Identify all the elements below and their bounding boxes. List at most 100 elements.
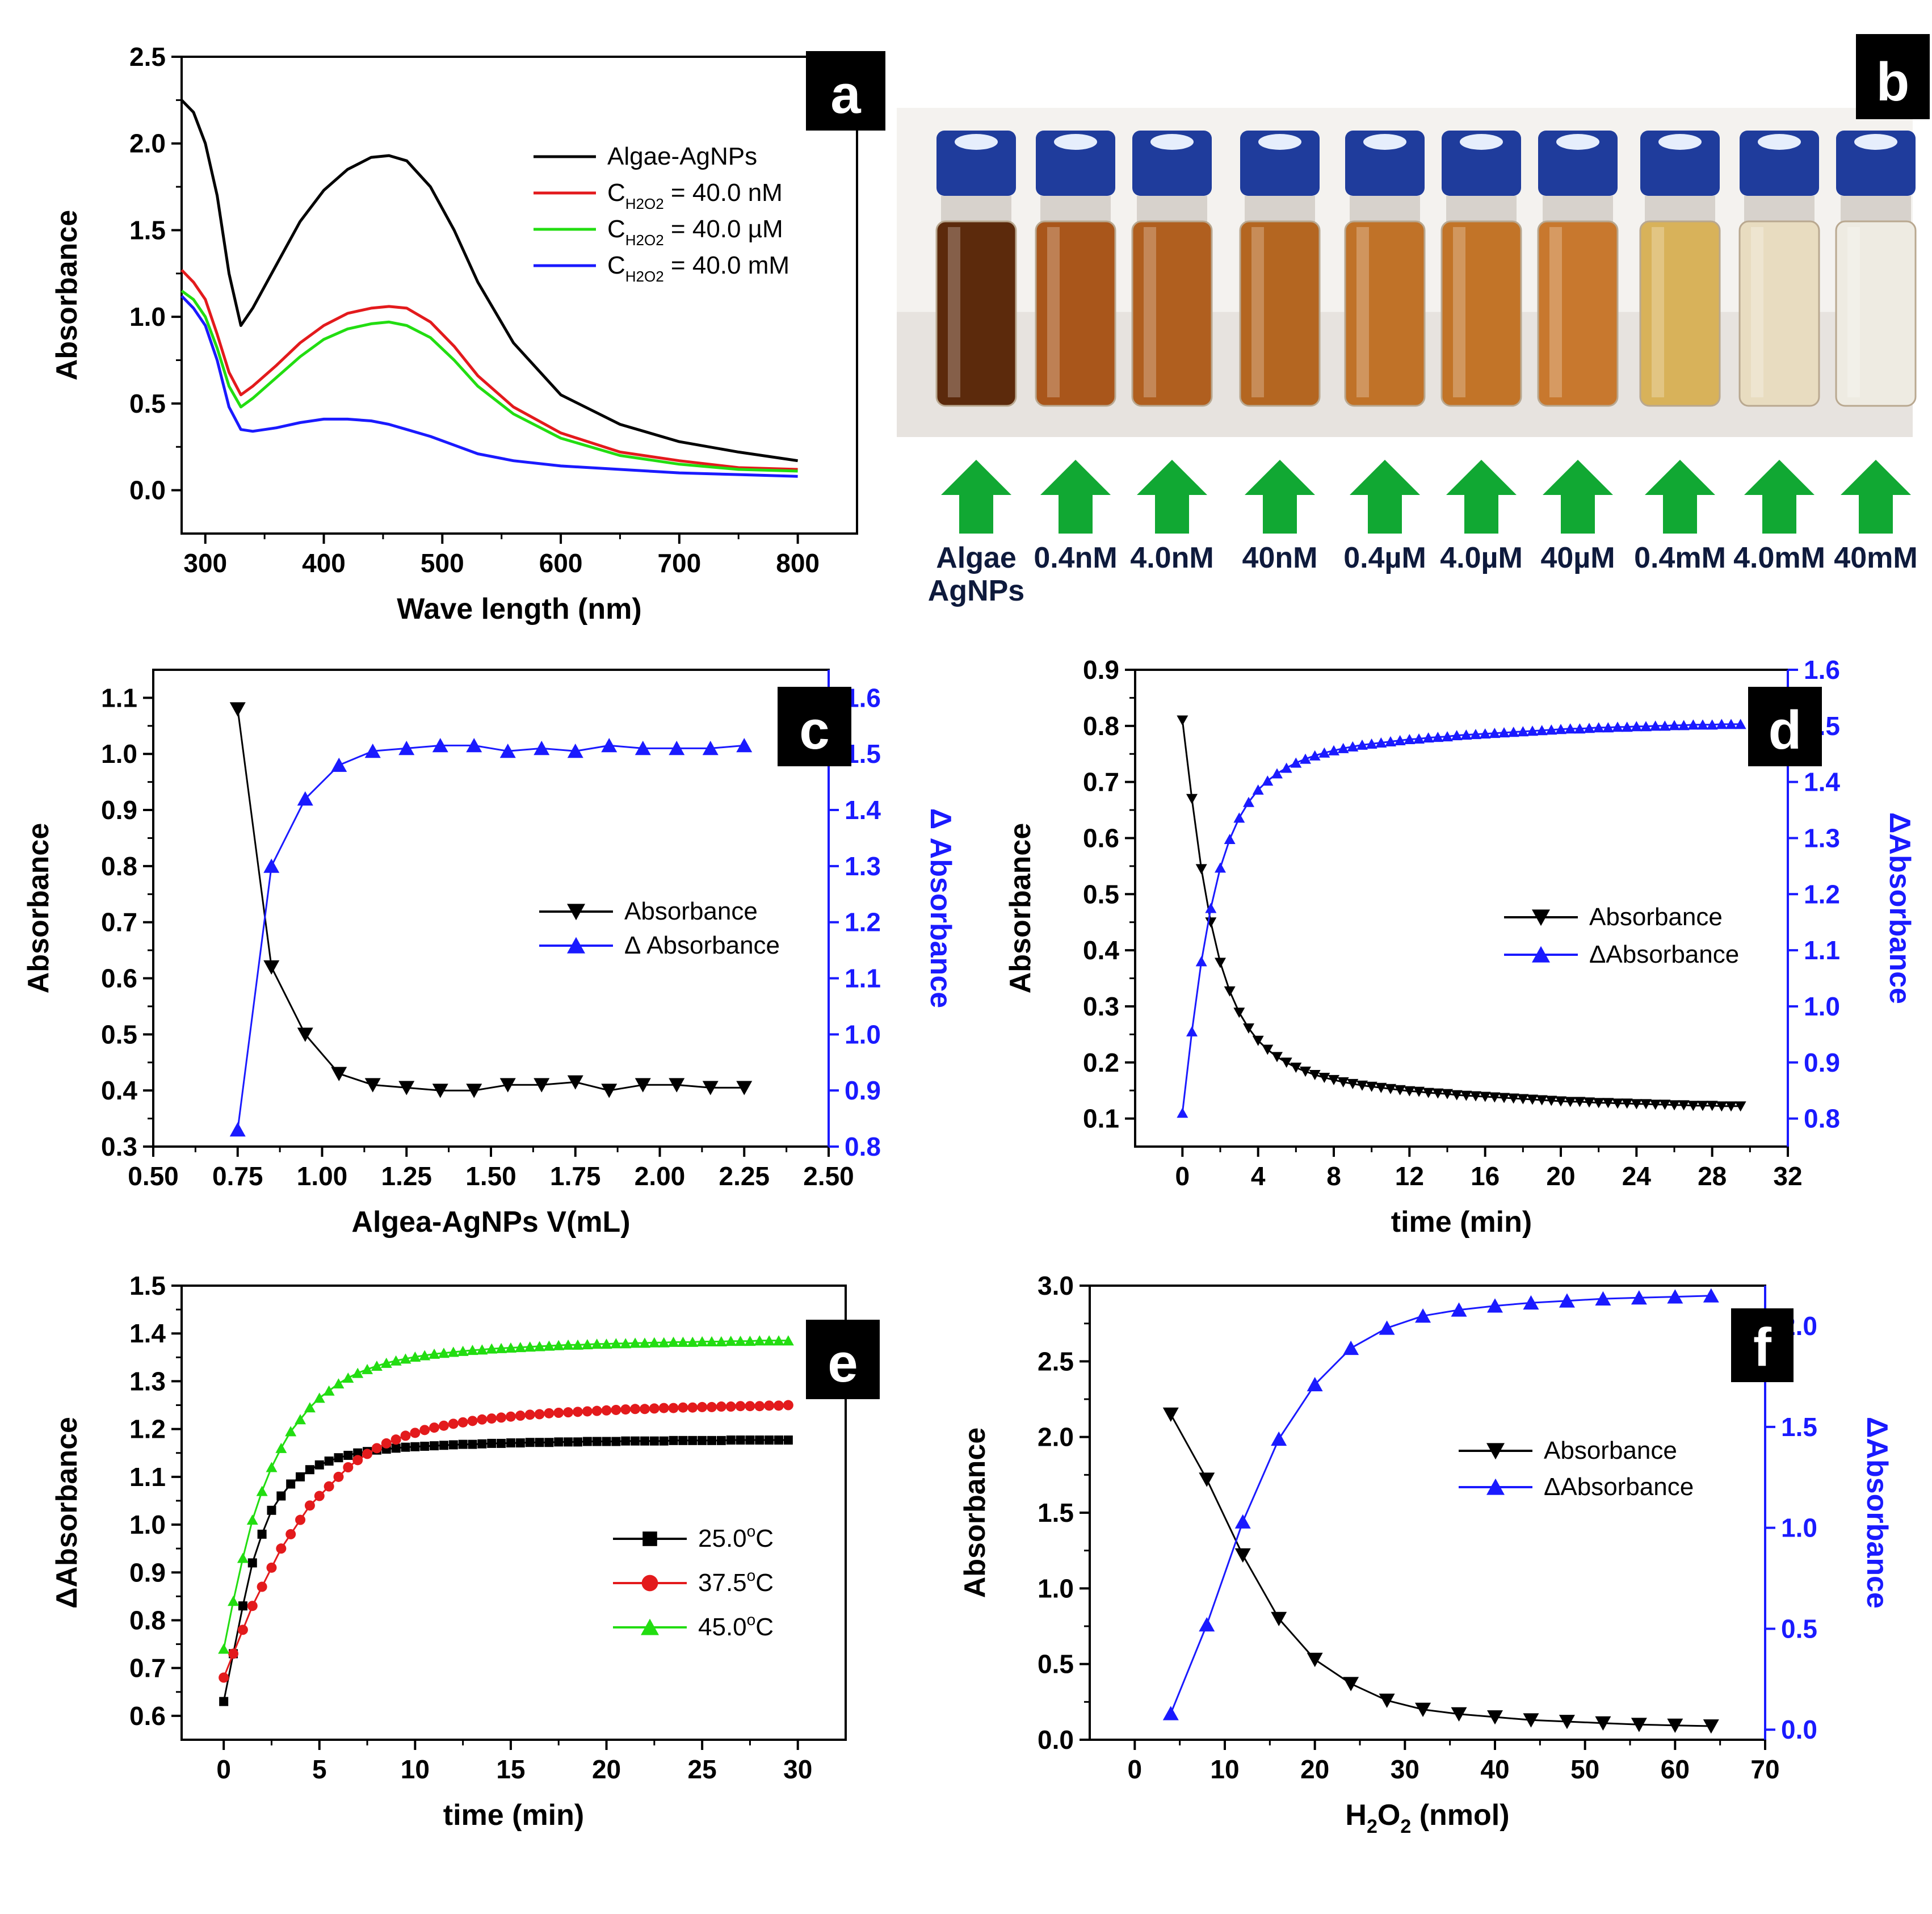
panel-d-series-1-point: [1375, 737, 1387, 748]
panel-f-series-0-point: [1199, 1472, 1215, 1487]
panel-f-series-0-point: [1379, 1693, 1395, 1708]
vial-5-label: 4.0µM: [1440, 542, 1523, 574]
panel-d-series-0-point: [1631, 1099, 1643, 1110]
panel-e-series-2-point: [734, 1336, 746, 1346]
panel-f-series-1-point: [1559, 1293, 1575, 1308]
panel-d-series-1-point: [1669, 720, 1680, 731]
panel-e-series-1-point: [457, 1417, 468, 1428]
panel-d-series-1-point: [1612, 721, 1623, 732]
panel-e-series-0-point: [458, 1439, 468, 1449]
panel-d-series-0-point: [1564, 1097, 1576, 1107]
panel-a-ytick-label: 1.0: [129, 302, 166, 331]
panel-e-series-2-point: [543, 1340, 555, 1351]
panel-e-series-0-point: [353, 1448, 363, 1458]
vial-9-highlight: [1847, 227, 1860, 397]
panel-c-series-0-point: [229, 702, 246, 717]
panel-e-series-2-point: [715, 1336, 727, 1347]
panel-e-ylabel: ΔAbsorbance: [51, 1417, 83, 1609]
vial-2-cap: [1132, 131, 1212, 196]
panel-e-series-2-point: [696, 1336, 708, 1347]
vial-6-label: 40µM: [1540, 542, 1615, 574]
vial-5-cap: [1442, 131, 1521, 196]
panel-d-series-0-point: [1328, 1074, 1339, 1085]
panel-e-series-1-point: [544, 1408, 555, 1418]
panel-d-series-1-point: [1442, 731, 1453, 742]
panel-e-series-0-point: [238, 1601, 247, 1611]
panel-e-series-2-point: [323, 1385, 335, 1396]
panel-e-series-2-point: [667, 1336, 679, 1347]
vial-9-arrow-icon: [1841, 460, 1911, 534]
panel-d-series-0-point: [1356, 1080, 1368, 1091]
panel-f-series-0-point: [1343, 1677, 1359, 1691]
vial-8-neck: [1744, 196, 1815, 224]
panel-c-series-0-point: [567, 1075, 583, 1090]
panel-f-series-1: [1162, 1288, 1719, 1720]
panel-e-series-1-point: [620, 1404, 631, 1415]
vial-5-cap-septum: [1460, 134, 1503, 150]
panel-e-series-2-point: [639, 1337, 650, 1348]
panel-e-series-1-point: [630, 1404, 641, 1414]
panel-d-series-1-point: [1602, 722, 1614, 733]
panel-c-series-1-point: [669, 741, 685, 755]
panel-e-ytick-label: 1.0: [129, 1510, 166, 1539]
panel-f-series-0-line: [1170, 1413, 1711, 1727]
panel-d-xtick-label: 0: [1175, 1161, 1190, 1191]
panel-d-series-1-point: [1177, 1107, 1188, 1118]
panel-c-series-0-point: [398, 1081, 415, 1095]
panel-d-y2label: ΔAbsorbance: [1883, 812, 1916, 1004]
vial-3-liquid: [1239, 220, 1321, 407]
panel-f-ytick-label: 3.0: [1038, 1271, 1074, 1300]
panel-e-series-1-point: [219, 1672, 229, 1683]
vial-9-label: 40mM: [1834, 542, 1917, 574]
panel-d-series-0-point: [1451, 1090, 1463, 1101]
panel-d-series-0-point: [1734, 1101, 1746, 1112]
panel-d-series-0-point: [1318, 1072, 1330, 1083]
panel-e-xtick-label: 20: [592, 1754, 621, 1784]
panel-f-frame: [1089, 1285, 1766, 1741]
panel-e-tag-text: e: [828, 1333, 858, 1393]
panel-d-series-1-point: [1422, 732, 1434, 743]
panel-d-y2tick-label: 1.3: [1804, 823, 1840, 853]
panel-e-series-0-point: [774, 1436, 783, 1445]
panel-f-xtick-label: 60: [1661, 1754, 1690, 1784]
vial-2-liquid: [1131, 220, 1213, 407]
panel-e-series-0-point: [257, 1529, 267, 1539]
vial-2: 4.0nM: [1130, 131, 1214, 574]
panel-e-series-0-point: [745, 1436, 755, 1445]
panel-d-y2tick-label: 1.6: [1804, 655, 1840, 685]
panel-d-series-1-point: [1224, 833, 1236, 844]
panel-d-series-0-point: [1385, 1084, 1396, 1094]
vial-9: 40mM: [1834, 131, 1918, 574]
vial-2-highlight: [1144, 227, 1156, 397]
panel-d-series-0-point: [1593, 1098, 1605, 1109]
panel-f-series-0-point: [1487, 1710, 1503, 1725]
vial-7-arrow-icon: [1645, 460, 1715, 534]
panel-d-ytick-label: 0.7: [1083, 767, 1119, 797]
panel-e-series-0-point: [592, 1437, 602, 1446]
panel-e-series-1-point: [362, 1449, 373, 1459]
panel-c-legend-label-1: Δ Absorbance: [624, 931, 780, 959]
panel-f-series-1-point: [1307, 1376, 1323, 1392]
panel-d-series-1-point: [1451, 730, 1463, 741]
panel-c-series-1-point: [736, 738, 753, 753]
panel-e-series-2-point: [246, 1514, 258, 1525]
panel-e-series-2-point: [600, 1338, 612, 1349]
panel-c-ytick-label: 1.1: [101, 683, 137, 712]
panel-c-ytick-label: 0.6: [101, 964, 137, 993]
panel-d-series-0-point: [1687, 1101, 1699, 1111]
panel-b-tag: b: [1856, 34, 1930, 119]
panel-e-series-2-point: [562, 1339, 574, 1350]
panel-d-series-1: [1177, 719, 1746, 1118]
panel-e-ytick-label: 0.6: [129, 1701, 166, 1731]
panel-e-series-2-point: [514, 1342, 526, 1353]
panel-a-legend-label-3: CH2O2 = 40.0 mM: [607, 251, 789, 285]
panel-f-ytick-label: 1.5: [1038, 1498, 1074, 1527]
panel-d-series-1-point: [1697, 719, 1708, 730]
panel-d-series-1-point: [1233, 812, 1245, 823]
panel-a-tag-box: [806, 51, 885, 131]
panel-e-ytick-label: 0.9: [129, 1558, 166, 1587]
panel-c-y2tick-label: 1.2: [845, 908, 881, 937]
vial-6-arrow-icon: [1543, 460, 1613, 534]
panel-e-series-1: [219, 1400, 793, 1683]
